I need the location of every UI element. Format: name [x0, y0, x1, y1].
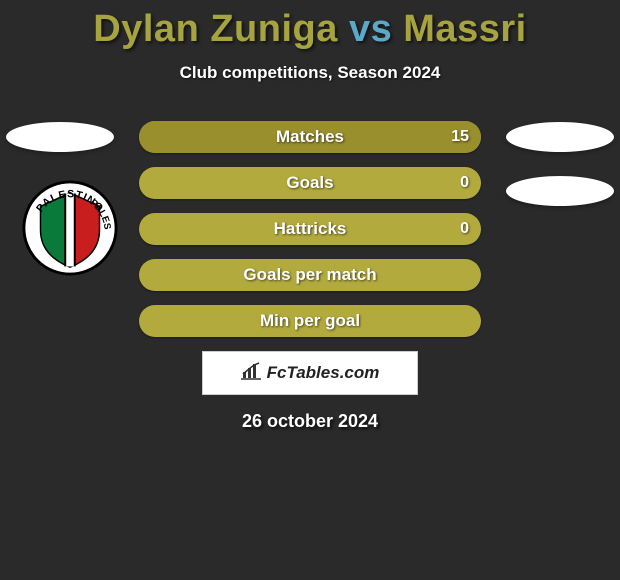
player2-name: Massri [403, 8, 526, 50]
bar-label: Goals per match [139, 259, 481, 291]
player1-name: Dylan Zuniga [93, 8, 338, 50]
club-badge-palestino: PALESTINO PALESTINO [22, 180, 118, 276]
bar-label: Matches [139, 121, 481, 153]
bar-label: Min per goal [139, 305, 481, 337]
comparison-title: Dylan Zuniga vs Massri [0, 0, 620, 51]
stat-bar-row: Matches15 [139, 121, 481, 153]
bar-label: Goals [139, 167, 481, 199]
stat-bar-row: Hattricks0 [139, 213, 481, 245]
watermark-box: FcTables.com [202, 351, 418, 395]
player2-avatar-placeholder-1 [506, 122, 614, 152]
chart-bar-icon [241, 362, 261, 385]
stat-bar-row: Goals per match [139, 259, 481, 291]
player2-avatar-placeholder-2 [506, 176, 614, 206]
stat-bar-row: Goals0 [139, 167, 481, 199]
bar-right-value: 0 [460, 167, 469, 199]
stat-bar-row: Min per goal [139, 305, 481, 337]
subtitle: Club competitions, Season 2024 [0, 63, 620, 83]
vs-label: vs [349, 8, 392, 50]
date-label: 26 october 2024 [0, 411, 620, 432]
bar-label: Hattricks [139, 213, 481, 245]
bar-right-value: 15 [451, 121, 469, 153]
bar-right-value: 0 [460, 213, 469, 245]
stat-bars: Matches15Goals0Hattricks0Goals per match… [139, 121, 481, 337]
watermark-text: FcTables.com [267, 363, 380, 383]
player1-avatar-placeholder [6, 122, 114, 152]
